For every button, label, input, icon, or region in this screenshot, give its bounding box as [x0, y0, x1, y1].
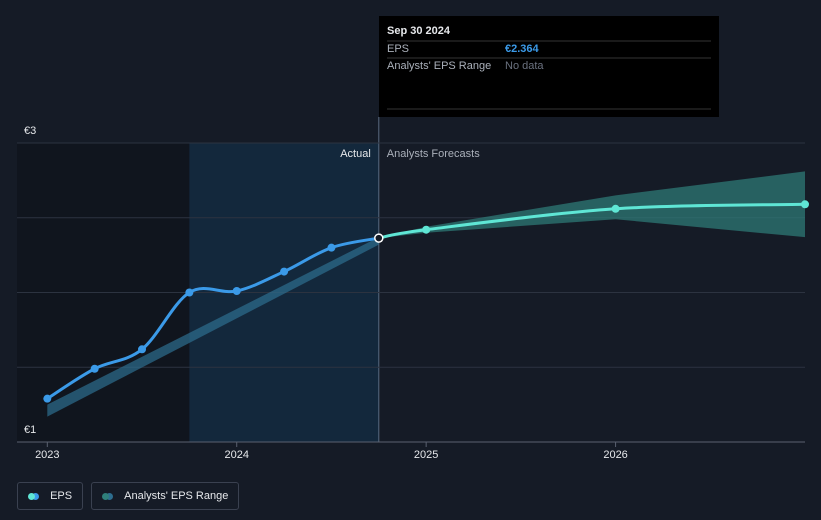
tooltip-value: €2.364 [505, 43, 540, 55]
eps-point [138, 345, 147, 354]
range-band [47, 237, 379, 417]
tooltip-box [379, 16, 719, 117]
eps-point [327, 243, 336, 252]
legend-eps[interactable]: EPS [17, 482, 84, 510]
legend-label: EPS [50, 490, 73, 502]
eps-point [280, 267, 289, 276]
chart: Actual Analysts Forecasts €1 €3 2023 2024 2025… [17, 16, 809, 461]
eps-point [43, 394, 52, 403]
tooltip-date: Sep 30 2024 [387, 25, 451, 37]
actual-label: Actual [340, 148, 371, 160]
legend-range[interactable]: Analysts' EPS Range [91, 482, 240, 510]
x-tick-label: 2026 [603, 449, 627, 461]
forecast-label: Analysts Forecasts [387, 148, 480, 160]
eps-point [90, 364, 99, 373]
x-tick-label: 2024 [224, 449, 248, 461]
eps-point [232, 287, 241, 296]
y-tick-label: €1 [24, 424, 36, 436]
tooltip-value: No data [505, 60, 544, 72]
x-tick-label: 2025 [414, 449, 438, 461]
eps-point [611, 204, 620, 213]
eps-line [378, 202, 806, 240]
legend: EPS Analysts' EPS Range [17, 482, 240, 510]
x-tick-label: 2023 [35, 449, 59, 461]
eps-line [46, 236, 380, 400]
eps-point [185, 288, 194, 297]
tooltip-label: EPS [387, 43, 409, 55]
eps-point [422, 225, 431, 234]
highlight-point [374, 233, 384, 243]
eps-point [801, 200, 809, 209]
y-tick-label: €3 [24, 125, 36, 137]
legend-label: Analysts' EPS Range [124, 490, 229, 502]
tooltip-label: Analysts' EPS Range [387, 60, 491, 72]
